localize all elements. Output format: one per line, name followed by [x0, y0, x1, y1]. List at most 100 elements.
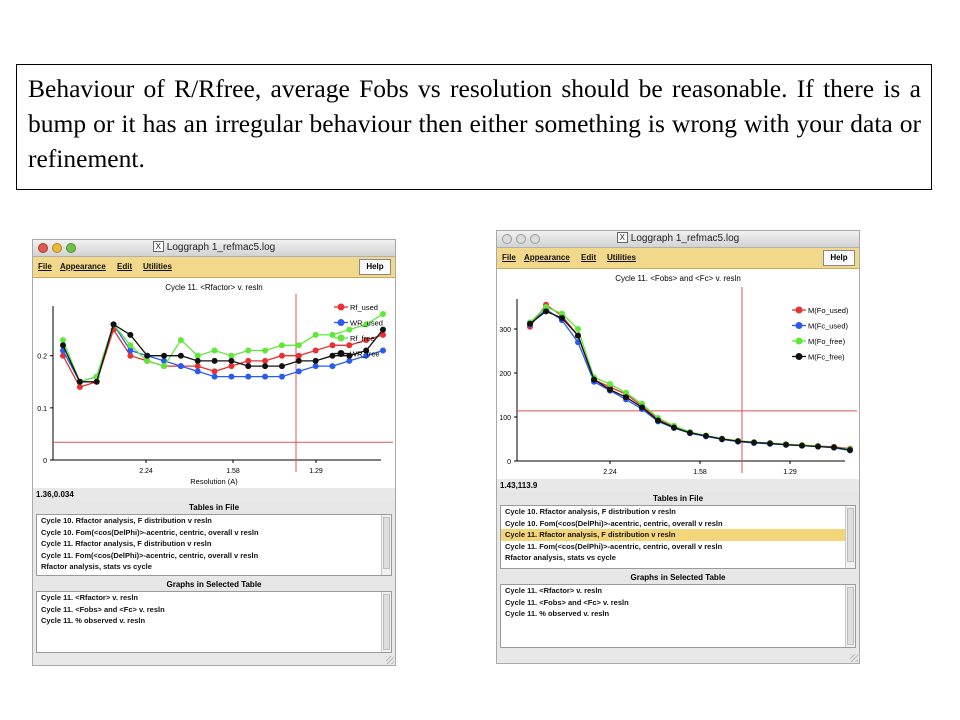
data-point-Rf_used: [295, 352, 302, 359]
y-tick-label: 0.2: [37, 354, 47, 361]
table-list-item[interactable]: Cycle 10. Fom(<cos(DelPhi)>-acentric, ce…: [505, 518, 723, 528]
legend-swatch-marker: [795, 353, 803, 360]
y-tick-label: 0: [507, 459, 511, 466]
menu-utilities[interactable]: Utilities: [607, 253, 636, 262]
help-button[interactable]: Help: [823, 250, 855, 266]
data-point-Rf_used: [346, 342, 353, 349]
graphs-scrollbar[interactable]: [845, 585, 855, 647]
title-bar[interactable]: X Loggraph 1_refmac5.log: [497, 231, 859, 248]
loggraph-window-right[interactable]: X Loggraph 1_refmac5.log File Appearance …: [496, 230, 860, 664]
x-tick-label: 1.58: [693, 469, 707, 476]
help-button[interactable]: Help: [359, 259, 391, 275]
title-bar[interactable]: X Loggraph 1_refmac5.log: [33, 240, 395, 257]
data-point-WR_free: [127, 331, 134, 338]
table-list-item[interactable]: Cycle 11. Rfactor analysis, F distributi…: [501, 529, 855, 541]
data-point-M(Fc_free): [719, 436, 725, 442]
menu-file[interactable]: File: [38, 262, 52, 271]
graph-list-item[interactable]: Cycle 11. <Rfactor> v. resln: [505, 586, 602, 595]
tables-list[interactable]: Cycle 10. Rfactor analysis, F distributi…: [36, 514, 392, 576]
data-point-WR_free: [76, 378, 83, 385]
menu-bar: File Appearance Edit Utilities Help: [33, 257, 395, 278]
data-point-M(Fc_free): [735, 438, 741, 445]
graph-list-item[interactable]: Cycle 11. % observed v. resln: [505, 609, 610, 618]
tables-list[interactable]: Cycle 10. Rfactor analysis, F distributi…: [500, 505, 856, 569]
minimize-window-icon[interactable]: [516, 234, 526, 244]
data-point-WR_free: [177, 352, 184, 359]
data-point-Rf_used: [211, 368, 218, 375]
data-point-WR_used: [312, 363, 319, 370]
data-point-M(Fc_free): [847, 447, 853, 453]
data-point-Rf_free: [194, 352, 201, 359]
graph-plot[interactable]: Cycle 11. <Fobs> and <Fc> v. resln 0 100 20…: [497, 269, 859, 479]
menu-edit[interactable]: Edit: [117, 262, 133, 271]
data-point-WR_free: [346, 352, 353, 359]
menu-appearance[interactable]: Appearance: [524, 253, 570, 262]
data-point-WR_used: [245, 373, 252, 380]
fobs-chart[interactable]: Cycle 11. <Fobs> and <Fc> v. resln 0 100 20…: [497, 269, 859, 479]
graph-plot[interactable]: Cycle 11. <Rfactor> v. resln 0 0.1 0.2 2.24 1…: [33, 278, 395, 488]
table-list-item[interactable]: Cycle 11. Rfactor analysis, F distributi…: [41, 539, 212, 548]
cursor-coordinates: 1.36,0.034: [33, 488, 395, 501]
graph-list-item[interactable]: Cycle 11. <Rfactor> v. resln: [41, 593, 138, 602]
data-point-Rf_free: [346, 326, 353, 333]
graph-list-item[interactable]: Cycle 11. % observed v. resln: [41, 616, 146, 625]
y-tick-label: 0.1: [37, 406, 47, 413]
data-point-Rf_free: [211, 347, 218, 354]
data-point-Rf_free: [380, 311, 386, 317]
table-list-item[interactable]: Cycle 10. Fom(<cos(DelPhi)>-acentric, ce…: [41, 527, 259, 537]
graphs-list[interactable]: Cycle 11. <Rfactor> v. resln Cycle 11. <F…: [500, 584, 856, 648]
close-window-icon[interactable]: [38, 243, 48, 253]
graph-list-item[interactable]: Cycle 11. <Fobs> and <Fc> v. resln: [41, 604, 165, 614]
menu-utilities[interactable]: Utilities: [143, 262, 172, 271]
graph-list-item[interactable]: Cycle 11. <Fobs> and <Fc> v. resln: [505, 597, 629, 607]
x-tick-label: 2.24: [603, 469, 617, 476]
data-point-WR_free: [93, 378, 100, 385]
table-list-item[interactable]: Cycle 10. Rfactor analysis, F distributi…: [505, 507, 676, 516]
y-tick-label: 0: [43, 458, 47, 465]
menu-edit[interactable]: Edit: [581, 253, 597, 262]
data-point-Rf_used: [329, 342, 336, 349]
data-point-WR_used: [363, 352, 370, 359]
tables-scrollbar[interactable]: [845, 506, 855, 568]
data-point-WR_free: [262, 363, 269, 370]
resize-grip[interactable]: [386, 656, 394, 664]
legend-label: M(Fo_free): [808, 337, 846, 346]
data-point-WR_used: [262, 373, 269, 380]
x-tick-label: 2.24: [139, 468, 153, 475]
table-list-item[interactable]: Cycle 11. Fom(<cos(DelPhi)>-acentric, ce…: [505, 541, 723, 551]
x-tick-label: 1.58: [226, 468, 240, 475]
resize-grip[interactable]: [850, 654, 858, 662]
tables-scrollbar[interactable]: [381, 515, 391, 575]
close-window-icon[interactable]: [502, 234, 512, 244]
menu-appearance[interactable]: Appearance: [60, 262, 106, 271]
data-point-Rf_used: [278, 352, 285, 359]
data-point-M(Fc_free): [591, 376, 597, 383]
data-point-M(Fc_free): [607, 386, 613, 393]
graphs-header: Graphs in Selected Table: [33, 578, 395, 591]
minimize-window-icon[interactable]: [52, 243, 62, 253]
data-point-WR_used: [329, 363, 336, 370]
zoom-window-icon[interactable]: [530, 234, 540, 244]
data-point-Rf_used: [380, 331, 386, 338]
table-list-item[interactable]: Rfactor analysis, stats vs cycle: [505, 553, 616, 562]
table-list-item[interactable]: Cycle 10. Rfactor analysis, F distributi…: [41, 516, 212, 525]
menu-file[interactable]: File: [502, 253, 516, 262]
data-point-M(Fc_free): [831, 444, 837, 451]
data-point-Rf_free: [161, 363, 168, 370]
x-tick-label: 1.29: [309, 468, 323, 475]
data-point-Rf_free: [312, 331, 319, 338]
table-list-item[interactable]: Rfactor analysis, stats vs cycle: [41, 562, 152, 571]
legend-swatch-marker: [337, 334, 345, 342]
data-point-M(Fc_free): [767, 440, 773, 447]
graphs-scrollbar[interactable]: [381, 592, 391, 652]
graphs-list[interactable]: Cycle 11. <Rfactor> v. resln Cycle 11. <F…: [36, 591, 392, 653]
zoom-window-icon[interactable]: [66, 243, 76, 253]
rfactor-chart[interactable]: Cycle 11. <Rfactor> v. resln 0 0.1 0.2 2.24 1…: [33, 278, 395, 488]
table-list-item[interactable]: Cycle 11. Fom(<cos(DelPhi)>-acentric, ce…: [41, 550, 259, 560]
x11-icon: X: [152, 241, 164, 252]
data-point-Rf_free: [60, 337, 66, 344]
loggraph-window-left[interactable]: X Loggraph 1_refmac5.log File Appearance …: [32, 239, 396, 666]
data-point-Rf_free: [127, 342, 134, 349]
x-tick-label: 1.29: [783, 469, 797, 476]
data-point-Rf_free: [278, 342, 285, 349]
